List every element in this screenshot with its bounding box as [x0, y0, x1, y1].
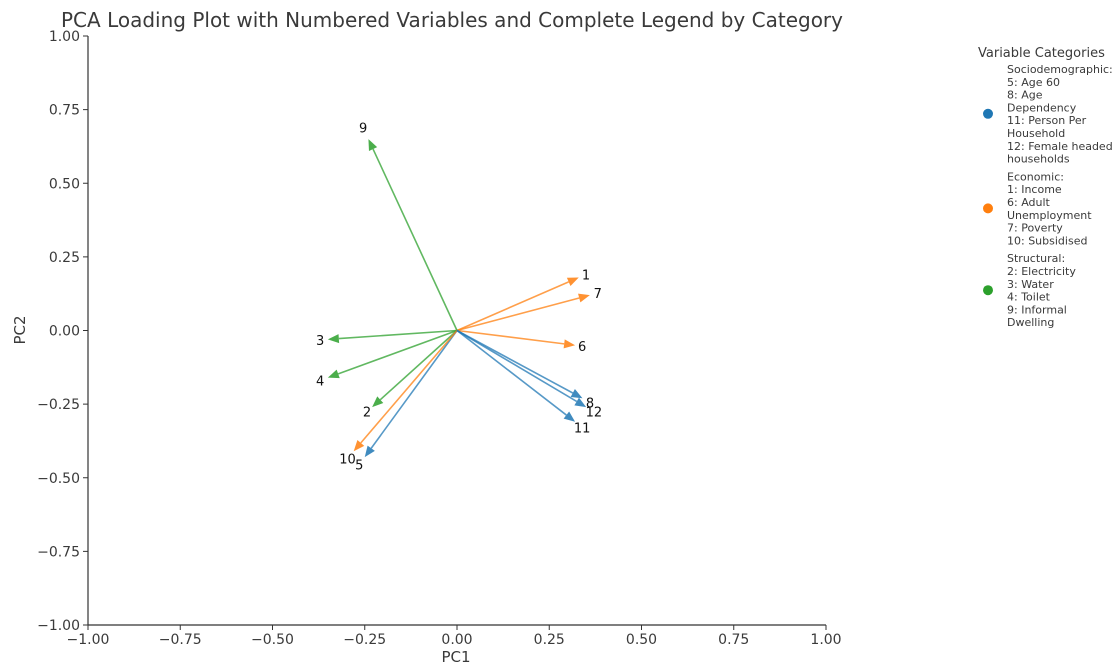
y-tick-label: 0.50 — [49, 176, 80, 192]
vector-4-line — [337, 329, 458, 375]
chart-title: PCA Loading Plot with Numbered Variables… — [61, 8, 843, 32]
vector-2-label: 2 — [363, 406, 371, 421]
vector-11-label: 11 — [574, 421, 591, 436]
vector-9-arrowhead — [368, 139, 378, 151]
vector-3-label: 3 — [316, 334, 324, 349]
x-tick-label: −0.75 — [159, 632, 202, 648]
y-tick-label: −0.75 — [37, 544, 80, 560]
legend-text-line: 8: Age — [1007, 89, 1043, 102]
legend-text-line: Dwelling — [1007, 316, 1054, 329]
vector-5-arrowhead — [364, 445, 375, 458]
vector-1-label: 1 — [582, 268, 590, 283]
vector-10-label: 10 — [339, 452, 356, 467]
vector-12-label: 12 — [586, 406, 603, 421]
vector-9-line — [372, 148, 458, 331]
vector-6-line — [456, 329, 565, 345]
vector-7-label: 7 — [594, 287, 602, 302]
legend-marker-structural — [983, 285, 993, 296]
vector-2-line — [379, 329, 458, 401]
legend-text-line: 11: Person Per — [1007, 114, 1087, 127]
vector-10-line — [360, 329, 458, 444]
legend-marker-sociodemographic — [983, 108, 993, 119]
vector-5-label: 5 — [355, 459, 363, 474]
legend-text-line: 2: Electricity — [1007, 265, 1076, 278]
vector-11-line — [456, 329, 567, 416]
x-tick-label: 0.25 — [534, 632, 565, 648]
legend-text-line: 12: Female headed — [1007, 140, 1113, 153]
legend-text-line: Unemployment — [1007, 209, 1092, 222]
vector-7-line — [456, 297, 580, 332]
legend-text-line: 1: Income — [1007, 183, 1062, 196]
x-tick-label: 0.50 — [626, 632, 657, 648]
vector-6-label: 6 — [578, 340, 586, 355]
vector-8-line — [456, 329, 574, 394]
vector-11-arrowhead — [563, 411, 576, 422]
legend-text-line: 4: Toilet — [1007, 291, 1051, 304]
x-tick-label: 1.00 — [810, 632, 841, 648]
vector-2-arrowhead — [372, 396, 384, 408]
x-tick-label: 0.00 — [441, 632, 472, 648]
y-axis-label: PC2 — [11, 315, 29, 344]
vector-12-arrowhead — [574, 397, 587, 408]
legend-text-line: Household — [1007, 127, 1065, 140]
legend-text-line: 10: Subsidised — [1007, 234, 1087, 247]
vector-5-line — [370, 330, 458, 449]
legend-marker-economic — [983, 203, 993, 214]
legend-title: Variable Categories — [978, 46, 1105, 61]
vector-6-arrowhead — [563, 339, 576, 349]
vector-8-arrowhead — [570, 389, 583, 399]
x-tick-label: −0.50 — [251, 632, 294, 648]
legend-text-line: Economic: — [1007, 170, 1064, 183]
legend-text-line: 7: Poverty — [1007, 222, 1063, 235]
y-tick-label: 0.75 — [49, 103, 80, 119]
y-tick-label: 0.00 — [49, 324, 80, 340]
vector-3-arrowhead — [327, 334, 340, 344]
legend-text-line: 9: Informal — [1007, 303, 1067, 316]
x-tick-label: −1.00 — [67, 632, 110, 648]
x-tick-label: 0.75 — [718, 632, 749, 648]
axes: −1.00 −0.75 −0.50 −0.25 0.00 0.25 0.50 0.75 1.00… — [37, 29, 841, 648]
y-tick-label: −1.00 — [37, 618, 80, 634]
y-tick-label: 1.00 — [49, 29, 80, 45]
vector-4-arrowhead — [327, 369, 340, 379]
x-tick-label: −0.25 — [343, 632, 386, 648]
legend-text-line: Dependency — [1007, 101, 1077, 114]
y-tick-label: −0.50 — [37, 471, 80, 487]
vector-8-label: 8 — [586, 396, 594, 411]
vector-10-arrowhead — [353, 439, 365, 452]
legend-text-line: households — [1007, 153, 1070, 166]
legend-text-line: Sociodemographic: — [1007, 63, 1113, 76]
legend-text-line: 3: Water — [1007, 278, 1054, 291]
vector-9-label: 9 — [359, 122, 367, 137]
vector-7-arrowhead — [578, 293, 590, 303]
vector-12-line — [456, 329, 578, 403]
legend-text-line: 6: Adult — [1007, 196, 1051, 209]
vector-1-line — [456, 281, 570, 332]
y-tick-label: −0.25 — [37, 397, 80, 413]
vector-1-arrowhead — [566, 277, 579, 287]
x-axis-label: PC1 — [441, 648, 470, 666]
legend-text-line: Structural: — [1007, 252, 1065, 265]
vector-3-line — [338, 329, 458, 340]
legend-text-line: 5: Age 60 — [1007, 76, 1060, 89]
legend: Variable Categories Sociodemographic:5: … — [978, 46, 1113, 329]
y-tick-label: 0.25 — [49, 250, 80, 266]
vector-4-label: 4 — [316, 374, 324, 389]
